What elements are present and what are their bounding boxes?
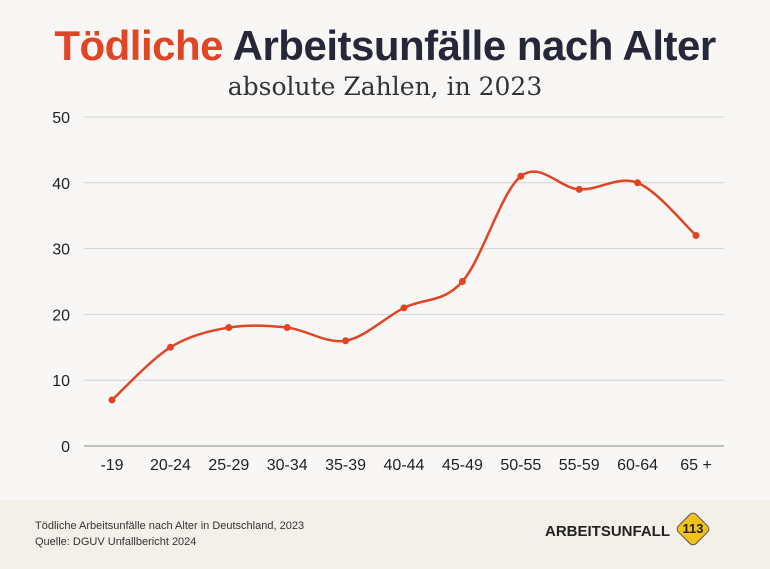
title-rest: Arbeitsunfälle nach Alter — [232, 22, 717, 69]
data-point — [517, 172, 525, 180]
x-tick-label: 40-44 — [384, 457, 425, 474]
data-point — [166, 343, 174, 351]
y-tick-label: 40 — [52, 176, 70, 193]
x-tick-label: 65 + — [680, 457, 712, 474]
data-point — [283, 324, 291, 332]
x-tick-label: 25-29 — [208, 457, 249, 474]
brand-logo-text: ARBEITSUNFALL — [545, 523, 670, 540]
x-tick-label: -19 — [100, 457, 123, 474]
y-tick-label: 50 — [52, 110, 70, 127]
title-accent: Tödliche — [54, 22, 223, 69]
series-line — [111, 170, 697, 401]
chart-subtitle: absolute Zahlen, in 2023 — [227, 72, 543, 101]
x-tick-label: 30-34 — [267, 457, 308, 474]
x-tick-label: 45-49 — [442, 457, 483, 474]
x-tick-label: 50-55 — [500, 457, 541, 474]
brand-badge-icon: 113 — [674, 510, 712, 548]
footer: Tödliche Arbeitsunfälle nach Alter in De… — [0, 500, 770, 569]
data-point — [400, 304, 408, 312]
badge-number: 113 — [682, 521, 704, 536]
data-point — [692, 231, 700, 239]
y-tick-label: 20 — [52, 307, 70, 324]
x-tick-label: 35-39 — [325, 457, 366, 474]
footer-note: Tödliche Arbeitsunfälle nach Alter in De… — [35, 520, 305, 532]
data-point — [575, 185, 583, 193]
line-chart: 0 10 20 30 40 50 -19 20-24 25-29 30-34 35-39 40-44 4… — [52, 110, 724, 474]
footer-source: Quelle: DGUV Unfallbericht 2024 — [35, 536, 197, 548]
data-point — [225, 324, 233, 332]
data-point — [634, 179, 642, 187]
data-point — [342, 337, 350, 345]
data-point — [108, 396, 116, 404]
data-point — [458, 278, 466, 285]
y-tick-label: 30 — [52, 242, 70, 259]
y-tick-label: 10 — [52, 373, 70, 390]
x-tick-label: 60-64 — [617, 457, 658, 474]
x-tick-label: 55-59 — [559, 457, 600, 474]
y-tick-label: 0 — [61, 439, 70, 456]
chart-title: Tödliche Arbeitsunfälle nach Alter — [0, 22, 770, 70]
x-tick-label: 20-24 — [150, 457, 191, 474]
